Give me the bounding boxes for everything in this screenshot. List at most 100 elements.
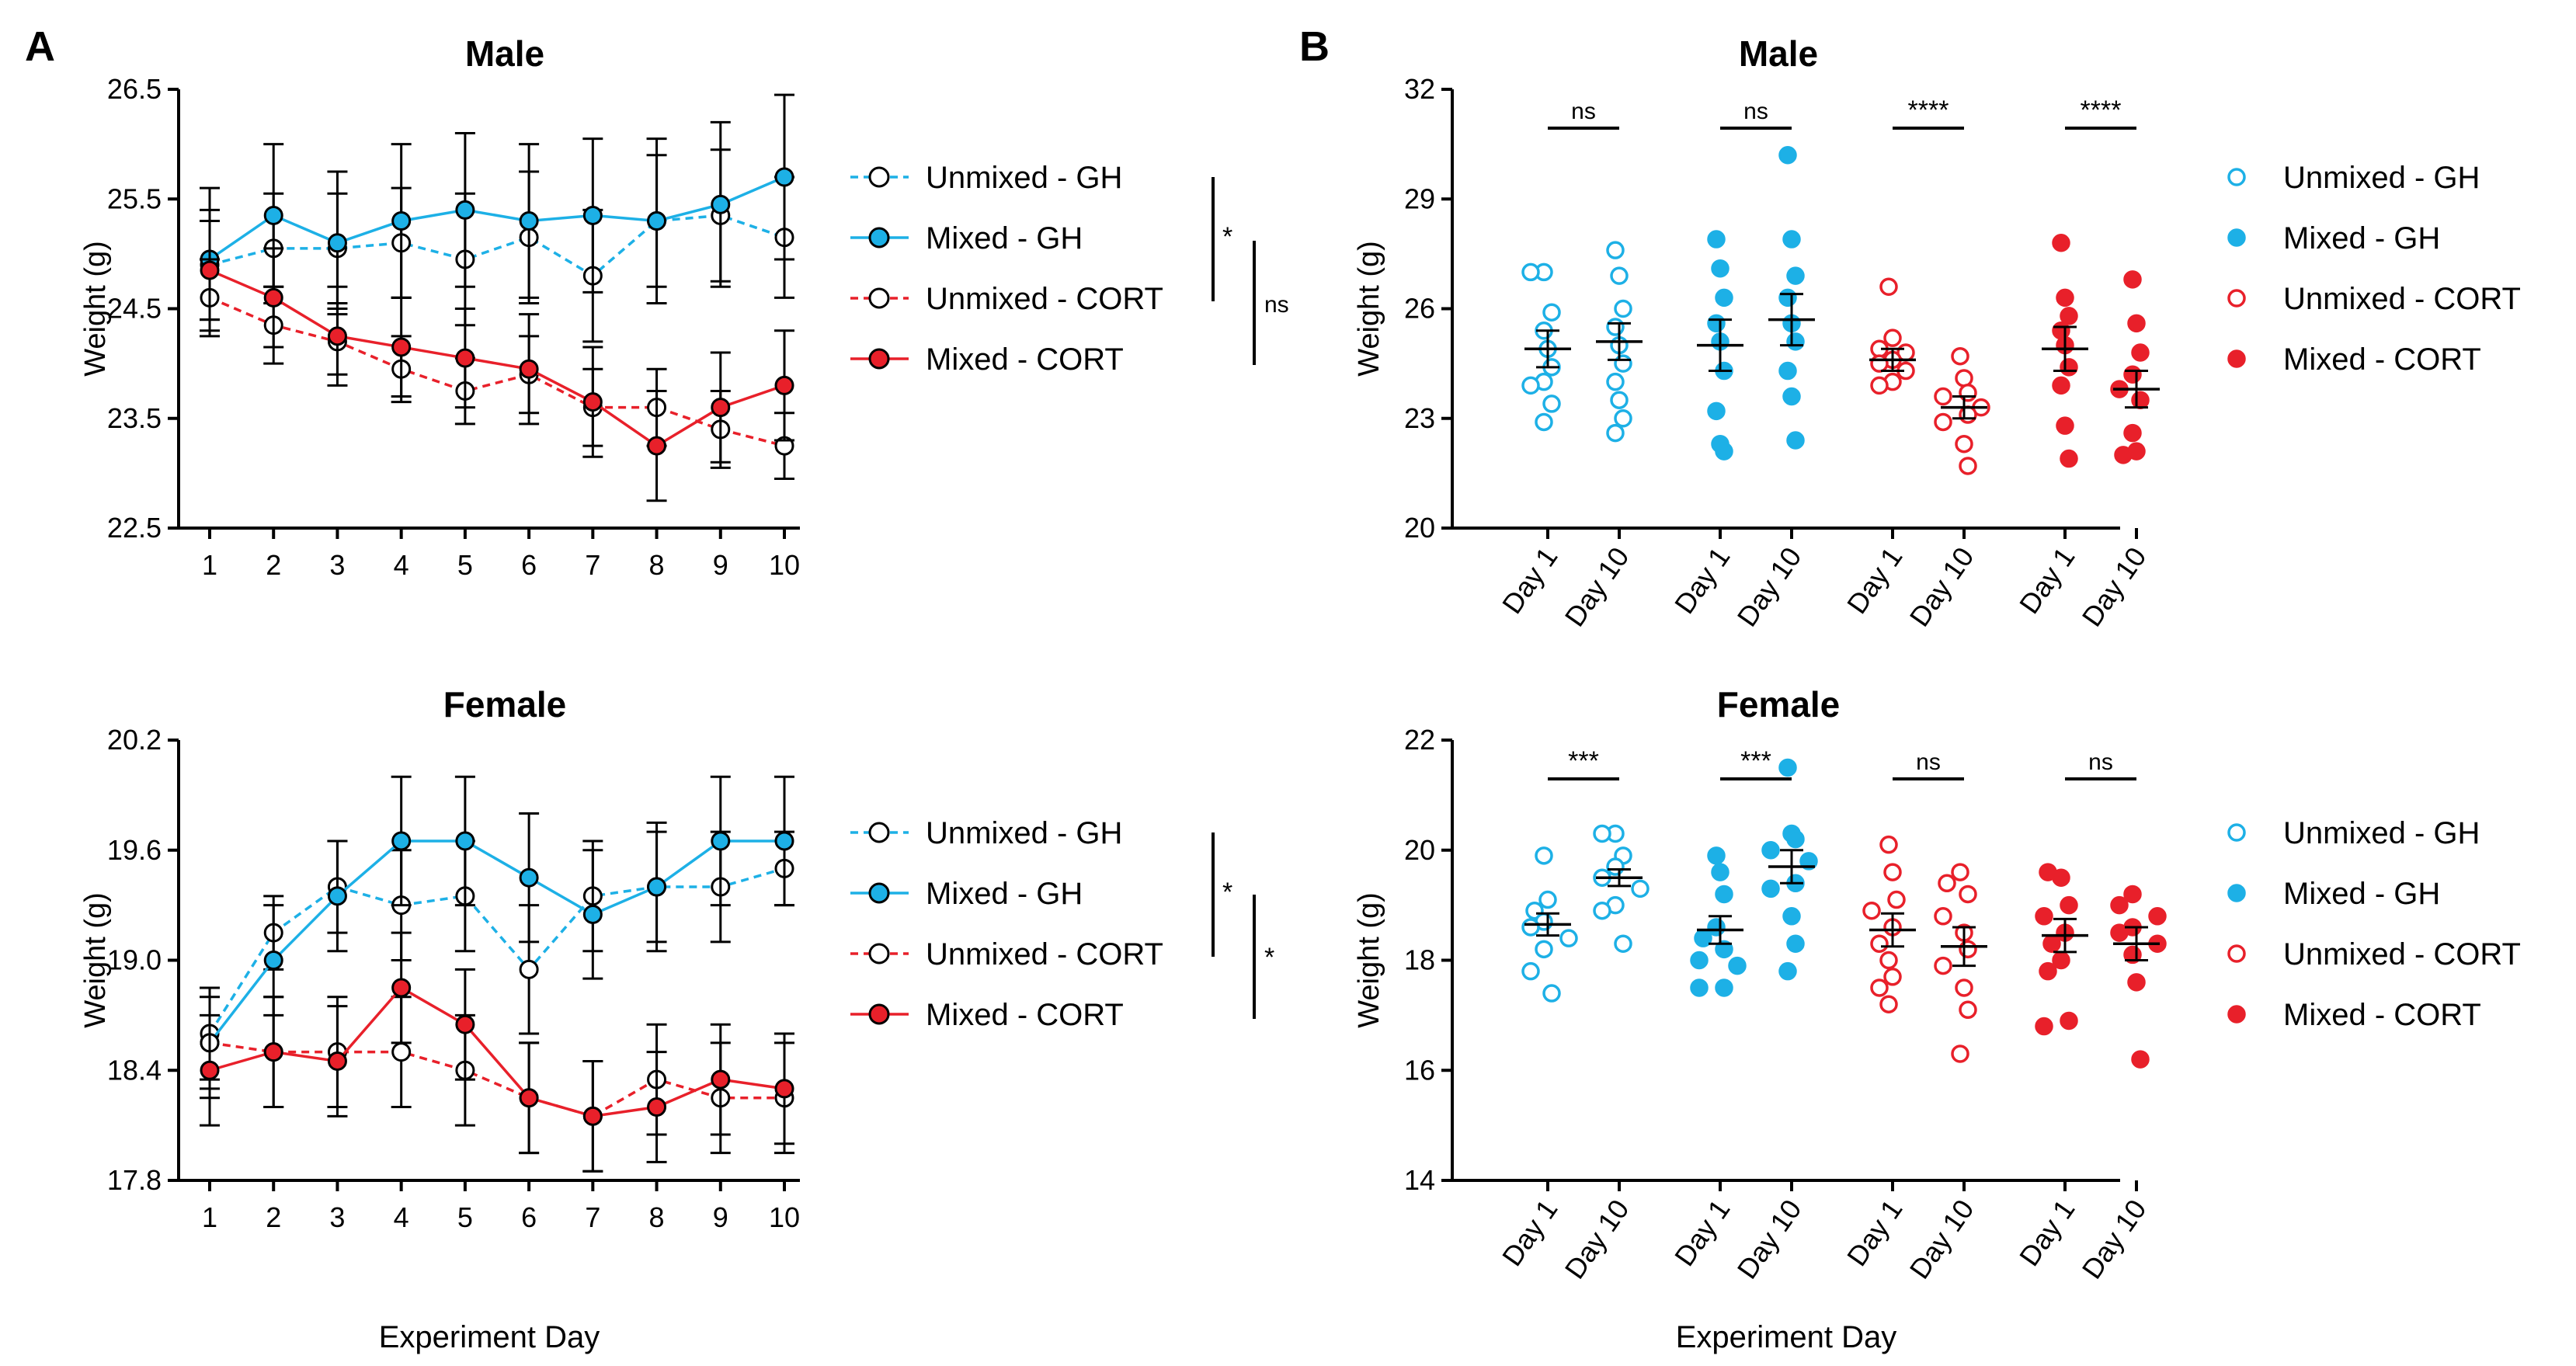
data-point xyxy=(647,211,667,231)
x-tick-label: 2 xyxy=(266,1201,281,1233)
data-point xyxy=(1778,758,1797,777)
data-point xyxy=(1606,857,1625,876)
data-point xyxy=(1883,968,1902,986)
data-point xyxy=(1521,376,1540,395)
significance-label: * xyxy=(1222,222,1232,252)
significance-label: *** xyxy=(1740,746,1771,776)
y-tick-label: 19.0 xyxy=(107,944,162,976)
data-point xyxy=(1521,262,1540,282)
data-point xyxy=(391,337,412,357)
data-point xyxy=(1862,901,1881,920)
legend-label: Mixed - GH xyxy=(2283,877,2440,911)
data-point xyxy=(455,348,475,368)
x-tick-label: Day 10 xyxy=(1903,541,1980,632)
data-point xyxy=(1707,846,1726,865)
data-point xyxy=(1593,824,1611,843)
data-point xyxy=(263,205,283,225)
data-point xyxy=(1879,951,1898,970)
data-point xyxy=(1606,241,1625,259)
data-point xyxy=(2131,343,2150,362)
data-point xyxy=(1542,984,1561,1003)
y-tick-label: 26.5 xyxy=(107,73,162,105)
y-axis-label: Weight (g) xyxy=(79,241,112,377)
data-point xyxy=(2039,961,2057,981)
significance-label: ns xyxy=(2088,749,2113,775)
legend-marker xyxy=(868,882,890,904)
x-tick-label: Day 1 xyxy=(1496,541,1564,620)
legend-marker xyxy=(868,227,890,249)
y-tick-label: 23 xyxy=(1404,402,1435,434)
data-point xyxy=(1559,929,1578,947)
data-point xyxy=(1610,391,1629,409)
data-point xyxy=(2056,416,2074,435)
data-point xyxy=(1934,412,1952,432)
series-line-3 xyxy=(209,985,785,1118)
series-line-0 xyxy=(208,867,785,1034)
data-point xyxy=(2123,423,2142,443)
y-tick-label: 20 xyxy=(1404,512,1435,544)
x-tick-label: 8 xyxy=(649,549,665,581)
significance-label: ns xyxy=(1743,99,1768,124)
x-tick-label: 1 xyxy=(202,549,217,581)
x-tick-label: Day 10 xyxy=(1731,541,1808,632)
y-tick-label: 23.5 xyxy=(107,402,162,434)
data-point xyxy=(582,1106,603,1126)
data-point xyxy=(1959,940,1977,959)
data-point xyxy=(391,211,412,231)
data-point xyxy=(2131,391,2150,409)
data-point xyxy=(1870,934,1889,953)
y-tick-label: 25.5 xyxy=(107,182,162,214)
significance-label: * xyxy=(1222,878,1232,907)
data-point xyxy=(1955,978,1973,997)
data-point xyxy=(1715,885,1733,904)
data-point xyxy=(1711,863,1730,881)
x-tick-label: Day 1 xyxy=(2013,541,2081,620)
data-point xyxy=(1786,266,1805,285)
x-tick-label: 10 xyxy=(769,549,800,581)
x-tick-label: 7 xyxy=(585,549,600,581)
data-point xyxy=(1521,961,1540,981)
y-tick-label: 18 xyxy=(1404,944,1435,976)
data-point xyxy=(1951,346,1969,366)
data-point xyxy=(582,392,603,412)
significance-label: **** xyxy=(1908,96,1949,125)
data-point xyxy=(2052,234,2070,252)
x-tick-label: Day 10 xyxy=(2076,541,2153,632)
data-point xyxy=(647,1097,667,1117)
y-tick-label: 20.2 xyxy=(107,724,162,756)
data-point xyxy=(1938,874,1956,893)
data-point xyxy=(582,904,603,924)
legend-marker xyxy=(2227,349,2246,368)
data-point xyxy=(1606,423,1625,443)
data-point xyxy=(519,359,539,379)
data-point xyxy=(455,200,475,220)
data-point xyxy=(1761,841,1780,860)
legend-marker xyxy=(2227,1005,2246,1024)
chart-title: Female xyxy=(443,684,567,725)
y-tick-label: 22 xyxy=(1404,724,1435,756)
data-point xyxy=(1535,846,1553,865)
data-point xyxy=(455,1014,475,1034)
legend-marker xyxy=(868,287,890,309)
legend-label: Unmixed - GH xyxy=(926,161,1122,195)
y-tick-label: 22.5 xyxy=(107,512,162,544)
legend-label: Mixed - GH xyxy=(926,221,1083,255)
data-point xyxy=(711,398,731,418)
series-line-0 xyxy=(209,214,785,278)
data-point xyxy=(1715,288,1733,308)
data-point xyxy=(2052,376,2070,395)
data-point xyxy=(1883,863,1902,881)
data-point xyxy=(2042,934,2061,953)
x-tick-label: Day 10 xyxy=(1903,1194,1980,1284)
data-point xyxy=(1959,885,1977,904)
data-point xyxy=(1951,1044,1969,1063)
legend-label: Mixed - CORT xyxy=(2283,998,2481,1032)
legend-label: Mixed - GH xyxy=(926,877,1083,911)
data-point xyxy=(1934,956,1952,975)
data-point xyxy=(1542,395,1561,413)
data-point xyxy=(1715,978,1733,997)
data-point xyxy=(327,233,347,253)
legend-marker xyxy=(2227,944,2246,963)
data-point xyxy=(2131,1050,2150,1069)
